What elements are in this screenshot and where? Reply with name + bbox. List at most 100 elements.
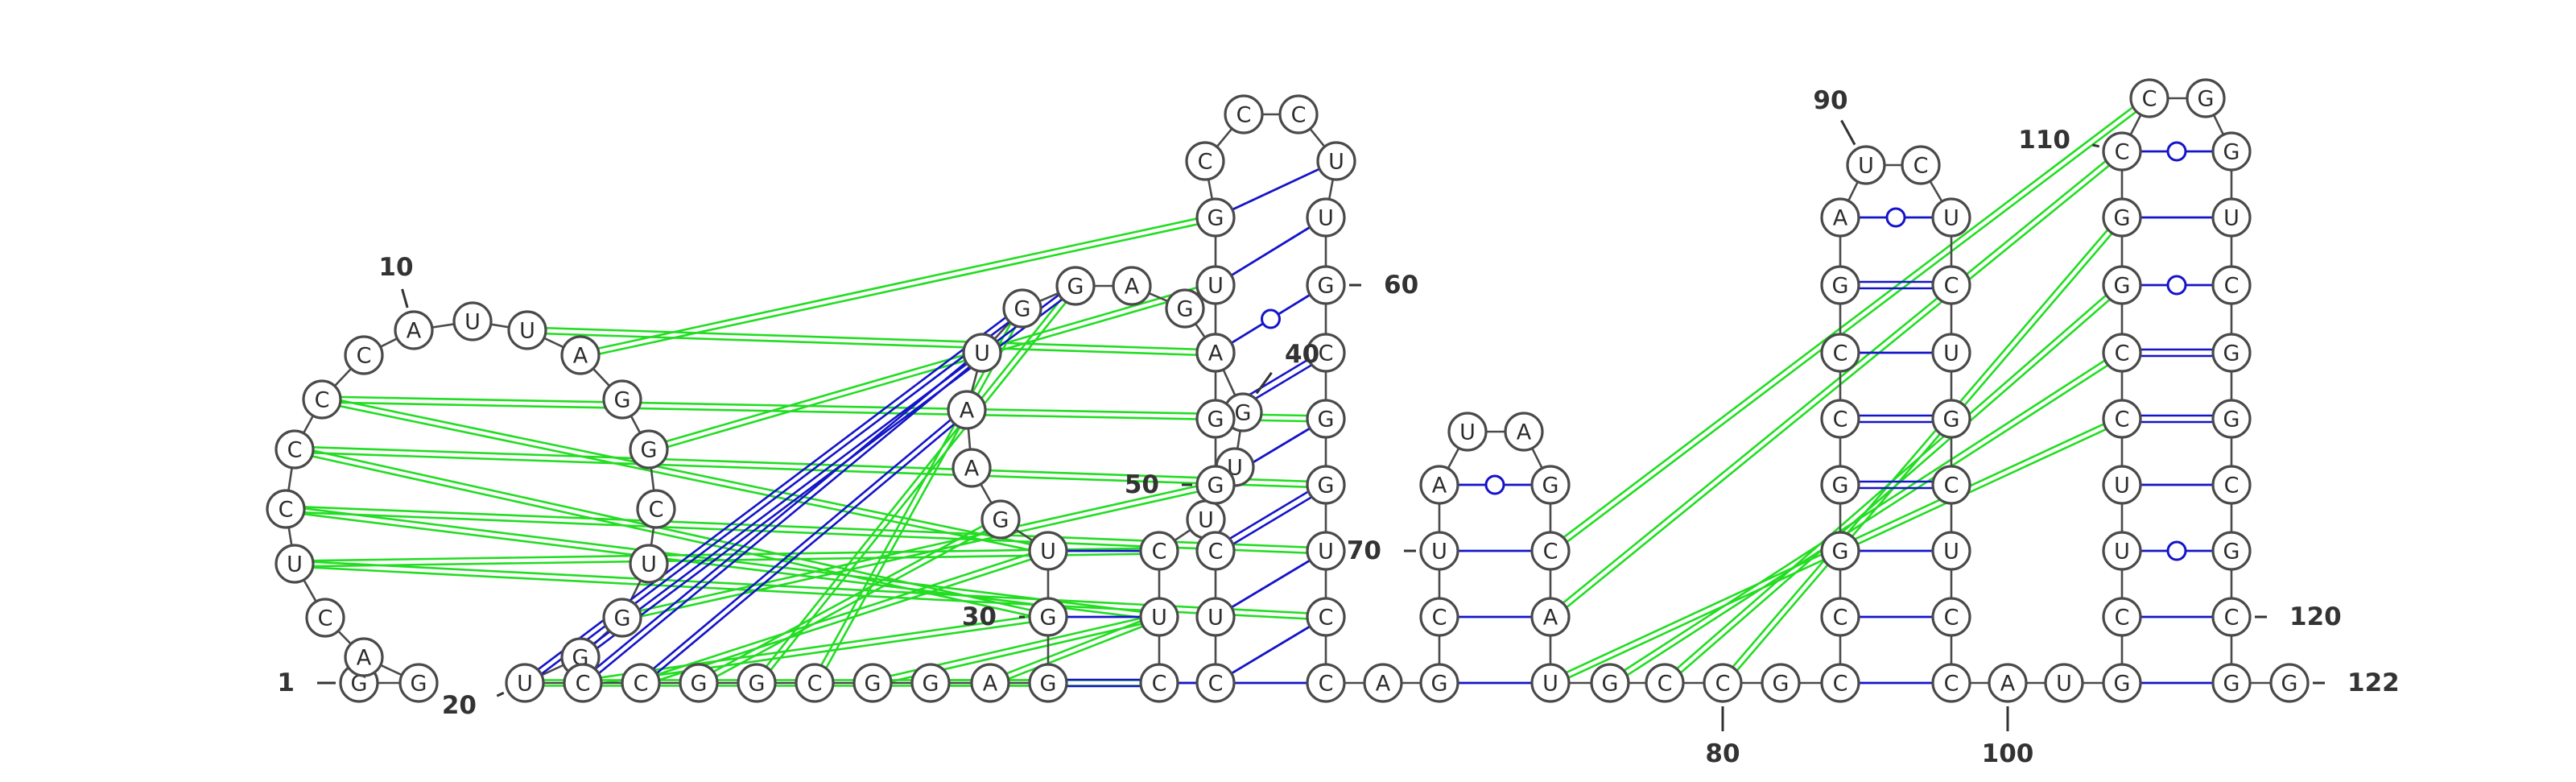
nucleotide-48: U (1195, 597, 1236, 637)
nucleotide-69: C (1419, 597, 1459, 637)
nucleotide-39: G (1165, 288, 1205, 329)
nucleotide-88: G (1820, 265, 1860, 305)
svg-text:G: G (2281, 672, 2298, 697)
svg-text:C: C (1913, 154, 1929, 179)
svg-text:G: G (1542, 474, 1559, 499)
svg-text:A: A (2000, 672, 2016, 697)
tertiary-interaction-line (322, 395, 1327, 417)
nucleotide-60: G (1306, 265, 1346, 305)
svg-text:A: A (1125, 275, 1140, 300)
nucleotide-79: C (1645, 663, 1685, 703)
tertiary-interaction-line (1608, 349, 2121, 682)
svg-text:U: U (641, 552, 657, 577)
svg-text:C: C (1833, 341, 1848, 366)
backbone (284, 97, 2289, 685)
nucleotide-56: C (1224, 94, 1264, 134)
svg-text:C: C (1657, 672, 1673, 697)
nucleotide-66: C (1306, 663, 1346, 703)
svg-text:G: G (614, 388, 631, 413)
svg-text:C: C (2115, 408, 2130, 432)
tertiary-interaction-line (295, 445, 1050, 615)
nucleotide-6: C (266, 489, 306, 529)
position-number-100: 100 (1982, 706, 2034, 768)
svg-text:A: A (1517, 420, 1532, 445)
nucleotide-108: G (2102, 265, 2142, 305)
tertiary-interaction-line (286, 505, 1160, 615)
svg-text:C: C (1319, 606, 1334, 631)
nucleotide-74: G (1530, 465, 1571, 505)
svg-text:G: G (1318, 408, 1335, 432)
nucleotide-61: C (1306, 333, 1346, 373)
svg-text:A: A (357, 646, 372, 671)
tertiary-interaction-line (1724, 218, 2125, 686)
nucleotide-29: G (1028, 663, 1068, 703)
nucleotide-52: A (1195, 333, 1236, 373)
svg-text:U: U (1542, 672, 1558, 697)
tertiary-interaction-line (989, 613, 1159, 681)
nucleotide-21: C (563, 663, 603, 703)
tertiary-interaction-line (1719, 214, 2121, 682)
nucleotide-3: A (344, 637, 384, 677)
nucleotide-10: A (394, 310, 434, 350)
nucleotide-75: C (1530, 531, 1571, 571)
svg-text:60: 60 (1384, 271, 1418, 300)
svg-text:G: G (2114, 206, 2131, 231)
svg-text:G: G (2223, 540, 2240, 565)
nucleotide-100: A (1988, 663, 2028, 703)
tertiary-interaction-line (321, 401, 1048, 555)
position-number-20: 20 (442, 691, 505, 720)
nucleotide-111: C (2129, 78, 2169, 118)
tertiary-interaction-line (322, 395, 1049, 549)
nucleotide-119: G (2211, 531, 2252, 571)
nucleotide-65: C (1306, 597, 1346, 637)
nucleotide-12: U (507, 310, 547, 350)
position-number-40: 40 (1255, 340, 1319, 395)
nucleotide-18: G (602, 598, 642, 638)
svg-text:U: U (1318, 540, 1334, 565)
svg-text:1: 1 (277, 668, 295, 697)
nucleotide-80: C (1703, 663, 1743, 703)
base-pair-line (584, 354, 985, 686)
svg-text:G: G (1318, 474, 1335, 499)
svg-text:G: G (1208, 408, 1224, 432)
nucleotide-118: C (2211, 465, 2252, 505)
svg-text:C: C (315, 388, 330, 413)
nucleotide-97: U (1931, 531, 1971, 571)
svg-text:G: G (1602, 672, 1619, 697)
nucleotide-95: G (1931, 399, 1971, 439)
svg-text:U: U (2223, 206, 2240, 231)
svg-text:C: C (649, 498, 664, 523)
tertiary-interaction-line (582, 613, 1048, 681)
nucleotide-68: G (1419, 663, 1459, 703)
svg-text:C: C (357, 344, 372, 369)
svg-text:A: A (960, 399, 975, 424)
tertiary-interaction-line (1547, 148, 2121, 616)
svg-text:G: G (2114, 274, 2131, 299)
svg-text:A: A (1432, 474, 1447, 499)
nucleotide-17: U (629, 544, 669, 584)
nucleotide-82: C (1820, 663, 1860, 703)
tertiary-interaction-line (527, 326, 1216, 351)
svg-text:G: G (1832, 540, 1849, 565)
svg-text:U: U (2114, 540, 2130, 565)
position-number-70: 70 (1347, 536, 1416, 565)
base-pair-line (1215, 159, 1337, 219)
nucleotide-32: G (980, 499, 1021, 540)
position-number-10: 10 (378, 253, 414, 308)
nucleotide-14: G (602, 379, 642, 420)
svg-text:G: G (1014, 297, 1031, 322)
nucleotide-46: C (1139, 663, 1179, 703)
nucleotide-101: U (2044, 663, 2084, 703)
svg-text:122: 122 (2347, 668, 2400, 697)
nucleotide-13: A (560, 335, 601, 375)
svg-text:C: C (2115, 606, 2130, 631)
nucleotide-27: G (910, 663, 951, 703)
tertiary-interaction-line (1548, 95, 2149, 550)
svg-text:A: A (1833, 206, 1848, 231)
svg-text:G: G (691, 672, 708, 697)
svg-text:30: 30 (962, 602, 997, 631)
svg-text:G: G (2223, 140, 2240, 165)
nucleotide-57: C (1278, 94, 1319, 134)
svg-text:100: 100 (1982, 739, 2034, 768)
